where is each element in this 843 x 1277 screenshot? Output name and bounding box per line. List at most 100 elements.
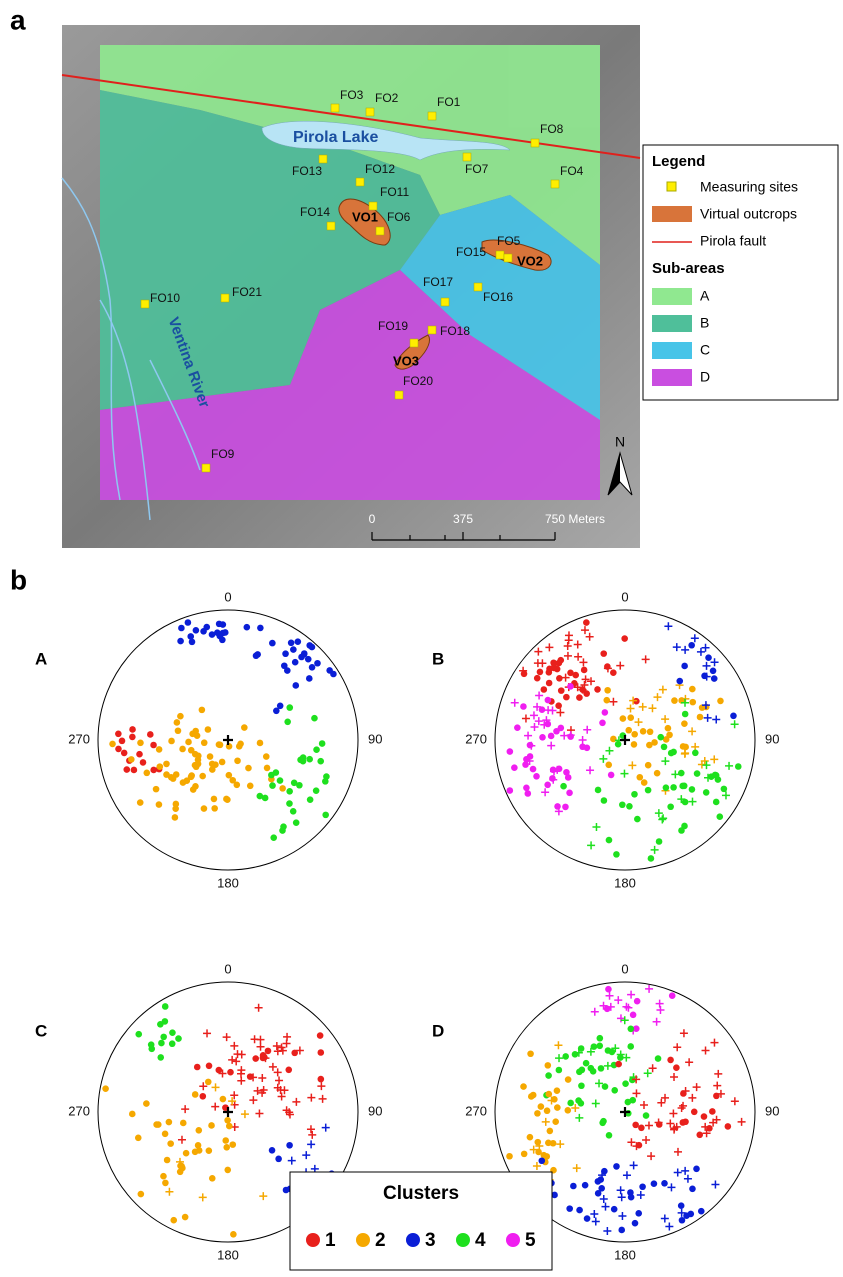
pole-cross: [230, 1042, 238, 1050]
pole-dot: [292, 659, 299, 666]
cluster-label: 2: [375, 1230, 386, 1251]
pole-dot: [290, 646, 297, 653]
pole-dot: [506, 1153, 513, 1160]
pole-dot: [219, 759, 226, 766]
pole-dot: [625, 727, 632, 734]
pole-cross: [659, 814, 667, 822]
pole-dot: [654, 770, 661, 777]
pole-dot: [290, 808, 297, 815]
pole-dot: [539, 734, 546, 741]
pole-dot: [280, 823, 287, 830]
pole-cross: [511, 699, 519, 707]
pole-cross: [283, 1033, 291, 1041]
pole-cross: [583, 726, 591, 734]
pole-cross: [642, 655, 650, 663]
pole-dot: [546, 680, 553, 687]
pole-cross: [616, 662, 624, 670]
pole-cross: [614, 996, 622, 1004]
pole-dot: [297, 757, 304, 764]
pole-cross: [538, 659, 546, 667]
pole-dot: [583, 619, 590, 626]
pole-dot: [691, 1109, 698, 1116]
pole-dot: [206, 1062, 213, 1069]
pole-dot: [273, 707, 280, 714]
pole-cross: [530, 723, 538, 731]
pole-dot: [563, 694, 570, 701]
pole-dot: [572, 672, 579, 679]
pole-dot: [548, 733, 555, 740]
pole-cross: [673, 643, 681, 651]
pole-dot: [291, 1050, 298, 1057]
pole-dot: [247, 1073, 254, 1080]
pole-dot: [147, 731, 154, 738]
pole-dot: [689, 786, 696, 793]
pole-cross: [711, 658, 719, 666]
pole-dot: [244, 624, 251, 631]
pole-cross: [653, 693, 661, 701]
pole-dot: [692, 749, 699, 756]
pole-dot: [554, 1104, 561, 1111]
pole-dot: [201, 739, 208, 746]
pole-cross: [659, 686, 667, 694]
pole-dot: [160, 1034, 167, 1041]
pole-cross: [587, 677, 595, 685]
pole-dot: [689, 1186, 696, 1193]
pole-dot: [317, 1032, 324, 1039]
pole-dot: [199, 773, 206, 780]
pole-dot: [661, 744, 668, 751]
pole-dot: [549, 775, 556, 782]
pole-dot: [293, 819, 300, 826]
pole-cross: [556, 1140, 564, 1148]
pole-dot: [638, 1124, 645, 1131]
pole-dot: [611, 1206, 618, 1213]
lake-name: Pirola Lake: [293, 129, 378, 146]
net-title: B: [432, 649, 444, 668]
pole-cross: [211, 1103, 219, 1111]
pole-dot: [313, 746, 320, 753]
pole-dot: [634, 816, 641, 823]
direction-label: 90: [368, 1103, 382, 1118]
pole-cross: [622, 1003, 630, 1011]
pole-dot: [682, 711, 689, 718]
pole-cross: [555, 1054, 563, 1062]
pole-dot: [245, 765, 252, 772]
pole-dot: [555, 702, 562, 709]
pole-dot: [226, 772, 233, 779]
pole-cross: [644, 1069, 652, 1077]
direction-label: 270: [68, 1103, 90, 1118]
pole-cross: [317, 1082, 325, 1090]
pole-dot: [618, 1227, 625, 1234]
pole-dot: [158, 1040, 165, 1047]
pole-cross: [703, 662, 711, 670]
pole-dot: [285, 1066, 292, 1073]
pole-cross: [653, 1018, 661, 1026]
pole-cross: [731, 720, 739, 728]
site-marker: [496, 251, 504, 259]
pole-cross: [322, 1124, 330, 1132]
pole-cross: [681, 750, 689, 758]
pole-dot: [538, 1103, 545, 1110]
pole-dot: [520, 1083, 527, 1090]
pole-cross: [647, 1152, 655, 1160]
site-label: FO21: [232, 285, 262, 299]
pole-dot: [534, 675, 541, 682]
pole-cross: [639, 703, 647, 711]
pole-dot: [211, 796, 218, 803]
pole-dot: [157, 763, 164, 770]
pole-cross: [618, 1212, 626, 1220]
center-cross: [223, 735, 233, 745]
pole-dot: [655, 1055, 662, 1062]
legend-text: B: [700, 315, 709, 331]
pole-cross: [603, 1227, 611, 1235]
pole-dot: [263, 753, 270, 760]
pole-cross: [621, 1016, 629, 1024]
pole-dot: [640, 728, 647, 735]
site-label: FO18: [440, 324, 470, 338]
pole-dot: [521, 670, 528, 677]
pole-dot: [277, 777, 284, 784]
pole-dot: [200, 1093, 207, 1100]
pole-dot: [725, 1123, 732, 1130]
pole-dot: [163, 761, 170, 768]
pole-cross: [617, 1014, 625, 1022]
pole-dot: [224, 1117, 231, 1124]
